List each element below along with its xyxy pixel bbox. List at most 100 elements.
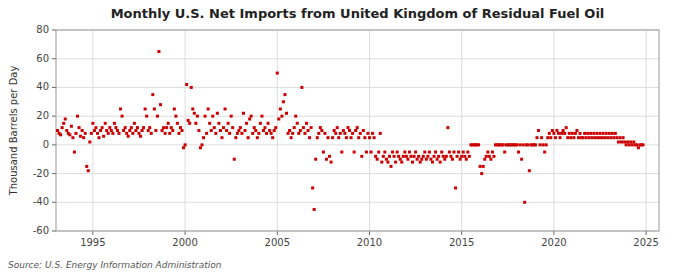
point <box>591 136 594 139</box>
point <box>402 155 405 158</box>
point <box>465 158 468 161</box>
point <box>128 129 131 132</box>
x-tick-label: 2025 <box>633 237 658 248</box>
point <box>148 126 151 129</box>
point <box>376 158 379 161</box>
point <box>105 129 108 132</box>
point <box>222 126 225 129</box>
point <box>345 136 348 139</box>
point <box>605 132 608 135</box>
point <box>637 146 640 149</box>
point <box>207 107 210 110</box>
point <box>260 115 263 118</box>
point <box>325 158 328 161</box>
point <box>288 129 291 132</box>
point <box>560 132 563 135</box>
point <box>443 158 446 161</box>
point <box>342 129 345 132</box>
point <box>439 161 442 164</box>
point <box>555 129 558 132</box>
x-tick <box>185 231 186 235</box>
point <box>539 143 542 146</box>
y-tick-label: 20 <box>36 110 49 121</box>
point <box>84 132 87 135</box>
point <box>85 165 88 168</box>
point <box>459 158 462 161</box>
point <box>188 122 191 125</box>
x-tick <box>646 231 647 235</box>
point <box>423 151 426 154</box>
point <box>426 155 429 158</box>
point <box>133 122 136 125</box>
point <box>462 151 465 154</box>
point <box>449 155 452 158</box>
y-grid-line <box>56 173 659 174</box>
point <box>227 122 230 125</box>
point <box>224 107 227 110</box>
point <box>142 126 145 129</box>
point <box>291 132 294 135</box>
point <box>96 132 99 135</box>
point <box>543 151 546 154</box>
point <box>614 132 617 135</box>
point <box>151 93 154 96</box>
point <box>483 158 486 161</box>
point <box>451 158 454 161</box>
title: Monthly U.S. Net Imports from United Kin… <box>111 6 605 21</box>
y-grid-line <box>56 116 659 117</box>
x-tick-label: 2010 <box>357 237 382 248</box>
point <box>572 136 575 139</box>
point <box>546 136 549 139</box>
point <box>409 155 412 158</box>
y-tick <box>52 30 56 31</box>
point <box>595 132 598 135</box>
y-tick-label: -40 <box>33 196 49 207</box>
x-grid-line <box>369 30 370 231</box>
point <box>629 140 632 143</box>
point <box>210 129 213 132</box>
point <box>230 115 233 118</box>
point <box>234 136 237 139</box>
point <box>250 115 253 118</box>
point <box>549 136 552 139</box>
point <box>592 132 595 135</box>
y-grid-line <box>56 87 659 88</box>
point <box>440 151 443 154</box>
point <box>416 158 419 161</box>
point <box>434 151 437 154</box>
point <box>131 132 134 135</box>
point <box>191 107 194 110</box>
point <box>406 158 409 161</box>
point <box>437 155 440 158</box>
point <box>568 132 571 135</box>
point <box>273 129 276 132</box>
point <box>254 129 257 132</box>
plot-frame <box>56 30 659 231</box>
point <box>400 161 403 164</box>
y-tick <box>52 116 56 117</box>
point <box>577 136 580 139</box>
point <box>247 136 250 139</box>
point <box>277 118 280 121</box>
y-tick <box>52 202 56 203</box>
point <box>136 126 139 129</box>
point <box>394 161 397 164</box>
point <box>569 136 572 139</box>
point <box>263 126 266 129</box>
point <box>526 143 529 146</box>
point <box>225 129 228 132</box>
point <box>379 132 382 135</box>
x-grid-line <box>185 30 186 231</box>
point <box>371 132 374 135</box>
point <box>164 132 167 135</box>
point <box>283 93 286 96</box>
point <box>74 132 77 135</box>
point <box>125 132 128 135</box>
point <box>456 155 459 158</box>
point <box>176 122 179 125</box>
point <box>267 122 270 125</box>
point <box>134 129 137 132</box>
point <box>302 126 305 129</box>
point <box>81 129 84 132</box>
point <box>617 140 620 143</box>
